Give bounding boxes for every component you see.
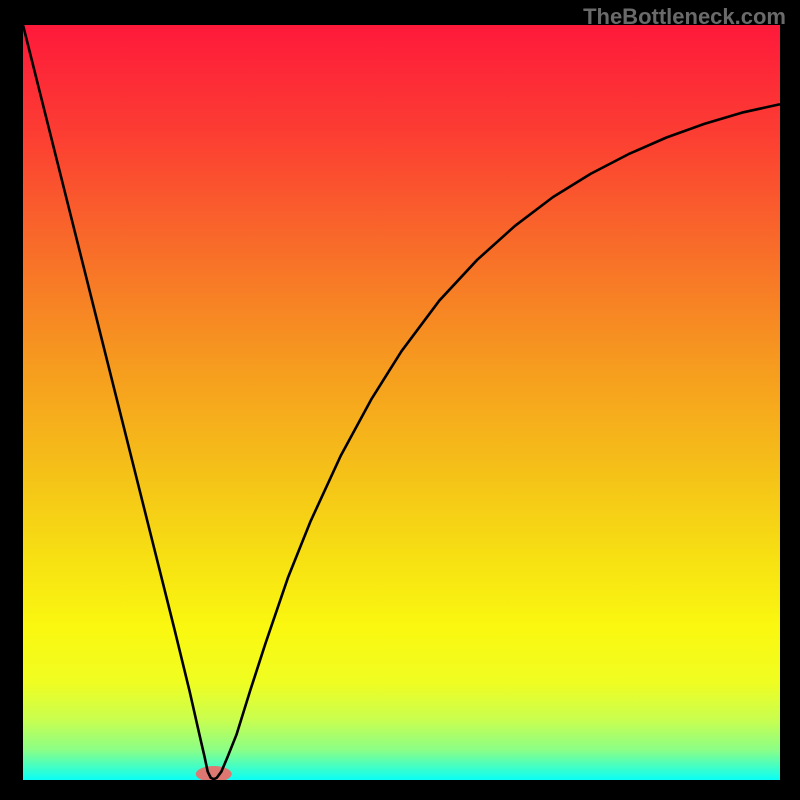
watermark-label: TheBottleneck.com <box>583 4 786 30</box>
bottleneck-chart-svg <box>0 0 800 800</box>
chart-container: TheBottleneck.com <box>0 0 800 800</box>
chart-frame <box>0 780 800 800</box>
chart-frame <box>780 0 800 800</box>
chart-frame <box>0 0 23 800</box>
